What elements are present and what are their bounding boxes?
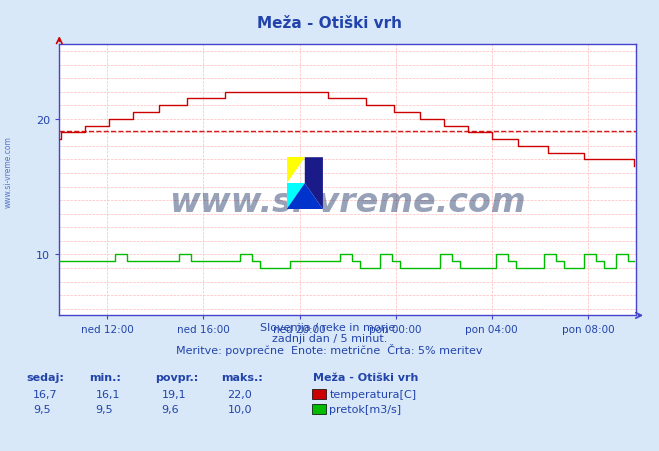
Text: 9,5: 9,5 bbox=[33, 404, 51, 414]
Text: 22,0: 22,0 bbox=[227, 389, 252, 399]
Text: temperatura[C]: temperatura[C] bbox=[330, 389, 416, 399]
Text: sedaj:: sedaj: bbox=[26, 372, 64, 382]
Text: Meža - Otiški vrh: Meža - Otiški vrh bbox=[313, 372, 418, 382]
Text: www.si-vreme.com: www.si-vreme.com bbox=[4, 135, 13, 207]
Text: 9,5: 9,5 bbox=[96, 404, 113, 414]
Text: 9,6: 9,6 bbox=[161, 404, 179, 414]
Text: 19,1: 19,1 bbox=[161, 389, 186, 399]
Text: maks.:: maks.: bbox=[221, 372, 262, 382]
Text: povpr.:: povpr.: bbox=[155, 372, 198, 382]
Polygon shape bbox=[287, 184, 323, 210]
Text: 16,7: 16,7 bbox=[33, 389, 57, 399]
Text: min.:: min.: bbox=[89, 372, 121, 382]
Text: Slovenija / reke in morje.: Slovenija / reke in morje. bbox=[260, 322, 399, 332]
Text: zadnji dan / 5 minut.: zadnji dan / 5 minut. bbox=[272, 333, 387, 343]
Polygon shape bbox=[287, 184, 304, 210]
Text: Meritve: povprečne  Enote: metrične  Črta: 5% meritev: Meritve: povprečne Enote: metrične Črta:… bbox=[176, 344, 483, 356]
Text: 10,0: 10,0 bbox=[227, 404, 252, 414]
Polygon shape bbox=[287, 158, 304, 184]
Text: pretok[m3/s]: pretok[m3/s] bbox=[330, 404, 401, 414]
Polygon shape bbox=[304, 158, 323, 210]
Text: 16,1: 16,1 bbox=[96, 389, 120, 399]
Text: www.si-vreme.com: www.si-vreme.com bbox=[169, 185, 526, 219]
Text: Meža - Otiški vrh: Meža - Otiški vrh bbox=[257, 16, 402, 31]
